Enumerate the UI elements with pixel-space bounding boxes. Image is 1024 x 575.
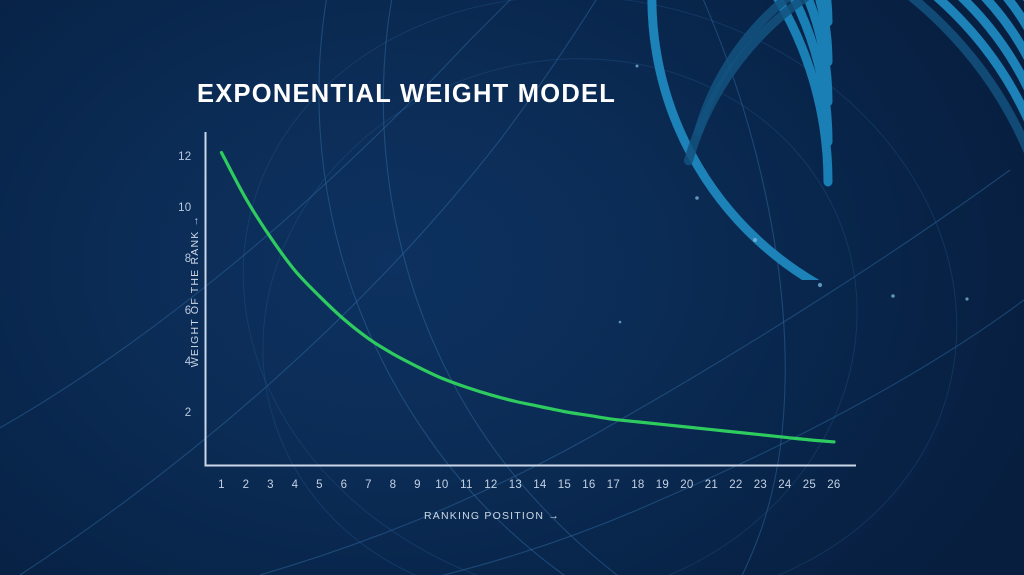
- x-axis-tick-label: 22: [729, 479, 743, 491]
- y-axis-tick-label: 6: [184, 304, 192, 317]
- x-axis-tick-label: 12: [484, 479, 498, 491]
- y-axis-tick-label: 8: [184, 253, 192, 266]
- x-axis-title-text: RANKING POSITION →: [424, 510, 560, 522]
- weight-decay-curve: [219, 150, 836, 444]
- x-axis-tick-label: 10: [435, 479, 449, 491]
- x-axis-tick-label: 8: [389, 479, 397, 491]
- x-axis-tick-label: 3: [267, 479, 274, 491]
- x-axis-tick-label: 26: [827, 479, 841, 491]
- x-axis-title: RANKING POSITION →: [0, 510, 1024, 522]
- x-axis-tick-label: 15: [557, 479, 572, 491]
- x-axis-tick-label: 5: [316, 479, 323, 491]
- y-axis-tick-label: 2: [184, 407, 192, 420]
- x-axis-tick-label: 17: [606, 479, 621, 491]
- y-axis-tick-label: 10: [178, 201, 192, 214]
- x-axis-tick-label: 4: [291, 479, 299, 491]
- y-axis-title: WEIGHT OF THE RANK →: [189, 214, 201, 368]
- x-axis-tick-label: 2: [242, 479, 250, 491]
- x-axis-tick-label: 23: [753, 479, 768, 491]
- y-axis-tick-label: 4: [184, 355, 192, 368]
- x-axis-tick-label: 25: [802, 479, 817, 491]
- x-axis-tick-label: 16: [582, 479, 596, 491]
- x-axis-tick-label: 19: [655, 479, 670, 491]
- x-axis-tick-label: 6: [340, 479, 348, 491]
- x-axis-tick-label: 1: [218, 479, 225, 491]
- page-title: EXPONENTIAL WEIGHT MODEL: [197, 80, 617, 108]
- x-axis-tick-label: 18: [631, 479, 645, 491]
- x-axis-tick-label: 24: [778, 479, 792, 491]
- y-axis-tick-label: 12: [178, 150, 192, 163]
- x-axis-tick-label: 14: [533, 479, 547, 491]
- x-axis-tick-label: 20: [680, 479, 694, 491]
- x-axis-tick-label: 11: [460, 479, 473, 491]
- x-axis-tick-label: 21: [704, 479, 719, 491]
- x-axis-tick-label: 13: [508, 479, 523, 491]
- x-axis-tick-label: 7: [365, 479, 372, 491]
- chart-axes: [204, 132, 856, 467]
- x-axis-tick-label: 9: [414, 479, 421, 491]
